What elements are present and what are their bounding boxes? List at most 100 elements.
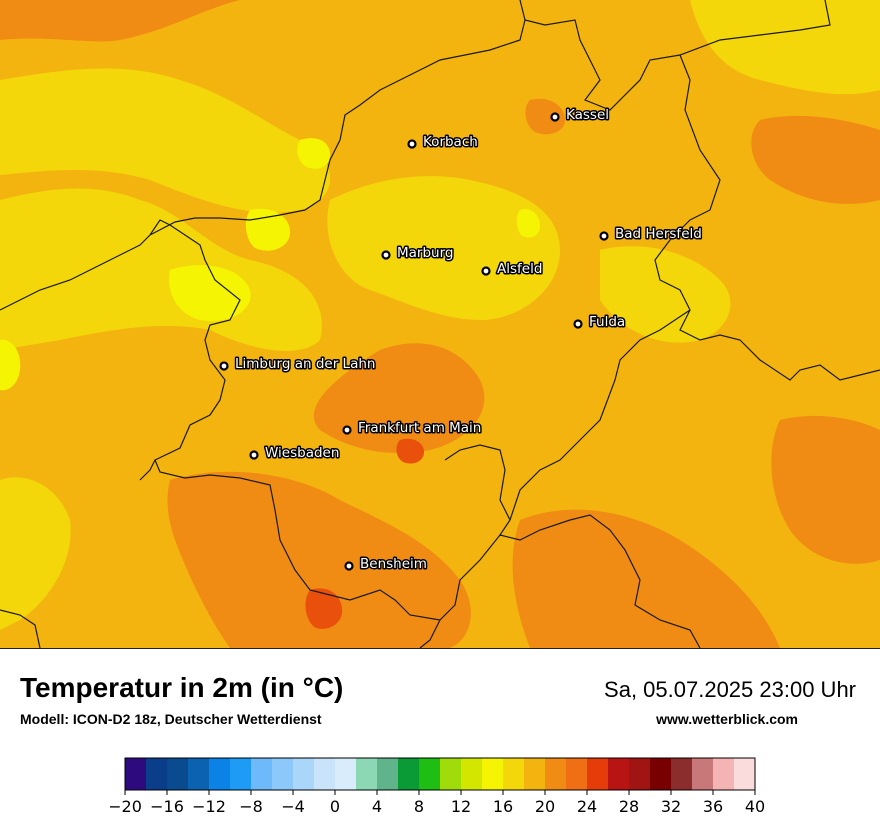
city-dot-icon	[344, 561, 354, 571]
legend-tick-label: 36	[703, 797, 723, 816]
legend-swatch	[146, 758, 168, 790]
legend-swatch	[398, 758, 420, 790]
legend-swatch	[419, 758, 441, 790]
city-label: Bensheim	[360, 556, 427, 572]
city-dot-icon	[342, 425, 352, 435]
coolest-spot-1	[169, 265, 251, 321]
legend-swatch	[692, 758, 714, 790]
coolest-spot-3	[0, 339, 21, 391]
city-dot-icon	[481, 266, 491, 276]
legend-tick-label: 16	[493, 797, 513, 816]
legend-swatch	[650, 758, 672, 790]
website-link[interactable]: www.wetterblick.com	[656, 711, 798, 727]
legend-swatch	[566, 758, 588, 790]
cool-zone-north	[0, 68, 330, 213]
legend-scale: −20 −16 −12 −8 −4 0 4 8 12 16 20 24 28 32 36 40	[108, 757, 765, 816]
legend-swatch	[314, 758, 336, 790]
city-marker: Marburg	[381, 244, 455, 263]
legend-tick-label: −16	[150, 797, 184, 816]
city-label: Kassel	[566, 107, 609, 123]
legend-swatch	[734, 758, 756, 790]
city-label: Wiesbaden	[265, 445, 339, 461]
legend-tick-label: −20	[110, 797, 142, 816]
legend-swatch	[608, 758, 630, 790]
legend-tick-label: 24	[577, 797, 597, 816]
legend-tick-label: 28	[619, 797, 639, 816]
legend-swatch	[482, 758, 504, 790]
city-marker: Frankfurt am Main	[342, 419, 483, 438]
legend-tick-label: 40	[745, 797, 765, 816]
hot-spot-frankfurt	[396, 438, 424, 464]
legend-swatch	[251, 758, 273, 790]
legend-swatch	[671, 758, 693, 790]
city-dot-icon	[550, 112, 560, 122]
cool-zone-center	[327, 176, 560, 320]
city-label: Korbach	[423, 134, 478, 150]
map-title: Temperatur in 2m (in °C)	[20, 672, 344, 703]
warm-zone-far-east	[771, 415, 880, 564]
city-marker: Kassel	[550, 106, 611, 125]
legend-tick-label: 32	[661, 797, 681, 816]
city-marker: Wiesbaden	[249, 444, 341, 463]
legend-swatch	[188, 758, 210, 790]
city-marker: Bad Hersfeld	[599, 225, 703, 244]
legend-swatch	[377, 758, 399, 790]
legend-tick-label: −4	[281, 797, 305, 816]
legend-tick-label: −8	[239, 797, 263, 816]
city-dot-icon	[407, 139, 417, 149]
city-label: Fulda	[589, 314, 625, 330]
city-markers: Kassel Korbach Bad Hersfeld Marburg Alsfeld F…	[219, 106, 703, 574]
legend-swatch	[545, 758, 567, 790]
coolest-spot-4	[516, 208, 540, 238]
city-label: Bad Hersfeld	[615, 226, 702, 242]
city-marker: Bensheim	[344, 555, 428, 574]
legend-swatch	[461, 758, 483, 790]
hot-spot-south	[305, 588, 343, 629]
city-label: Marburg	[397, 245, 453, 261]
city-marker: Fulda	[573, 313, 627, 332]
legend-swatch	[125, 758, 147, 790]
warm-zone-south	[167, 471, 471, 648]
legend-swatch	[356, 758, 378, 790]
state-borders	[0, 0, 880, 648]
city-label: Alsfeld	[497, 261, 542, 277]
city-dot-icon	[249, 450, 259, 460]
city-dot-icon	[573, 319, 583, 329]
legend-swatch	[272, 758, 294, 790]
legend-swatch	[524, 758, 546, 790]
legend-tick-label: 20	[535, 797, 555, 816]
temperature-regions	[0, 0, 880, 648]
warm-zone-southeast	[512, 509, 780, 648]
warm-zone-east	[751, 115, 880, 204]
legend-swatch	[440, 758, 462, 790]
legend-swatch	[230, 758, 252, 790]
coolest-spot-5	[297, 138, 330, 169]
legend-tick-label: 12	[451, 797, 471, 816]
cool-zone-northeast	[690, 0, 880, 95]
city-marker: Korbach	[407, 133, 479, 152]
city-marker: Limburg an der Lahn	[219, 355, 377, 374]
legend-tick-label: −12	[192, 797, 226, 816]
city-marker: Alsfeld	[481, 260, 544, 279]
legend-swatch	[713, 758, 735, 790]
warm-zone-frankfurt	[313, 343, 485, 454]
legend-tick-label: 8	[414, 797, 424, 816]
legend-swatch	[209, 758, 231, 790]
color-legend: −20 −16 −12 −8 −4 0 4 8 12 16 20 24 28 32 36 40	[108, 752, 770, 822]
map-canvas: Kassel Korbach Bad Hersfeld Marburg Alsfeld F…	[0, 0, 880, 648]
temperature-map[interactable]: Kassel Korbach Bad Hersfeld Marburg Alsfeld F…	[0, 0, 880, 649]
city-dot-icon	[381, 250, 391, 260]
warm-zone-north	[0, 0, 240, 42]
cool-zone-southwest	[0, 477, 71, 630]
legend-swatch	[335, 758, 357, 790]
city-label: Limburg an der Lahn	[235, 356, 375, 372]
legend-frame	[124, 757, 756, 791]
hesse-border	[0, 0, 880, 648]
legend-tick-label: 4	[372, 797, 382, 816]
city-dot-icon	[219, 361, 229, 371]
legend-swatch	[587, 758, 609, 790]
model-info: Modell: ICON-D2 18z, Deutscher Wetterdie…	[20, 711, 322, 727]
forecast-datetime: Sa, 05.07.2025 23:00 Uhr	[604, 677, 856, 702]
warm-zone-kassel	[525, 98, 565, 135]
city-label: Frankfurt am Main	[358, 420, 481, 436]
